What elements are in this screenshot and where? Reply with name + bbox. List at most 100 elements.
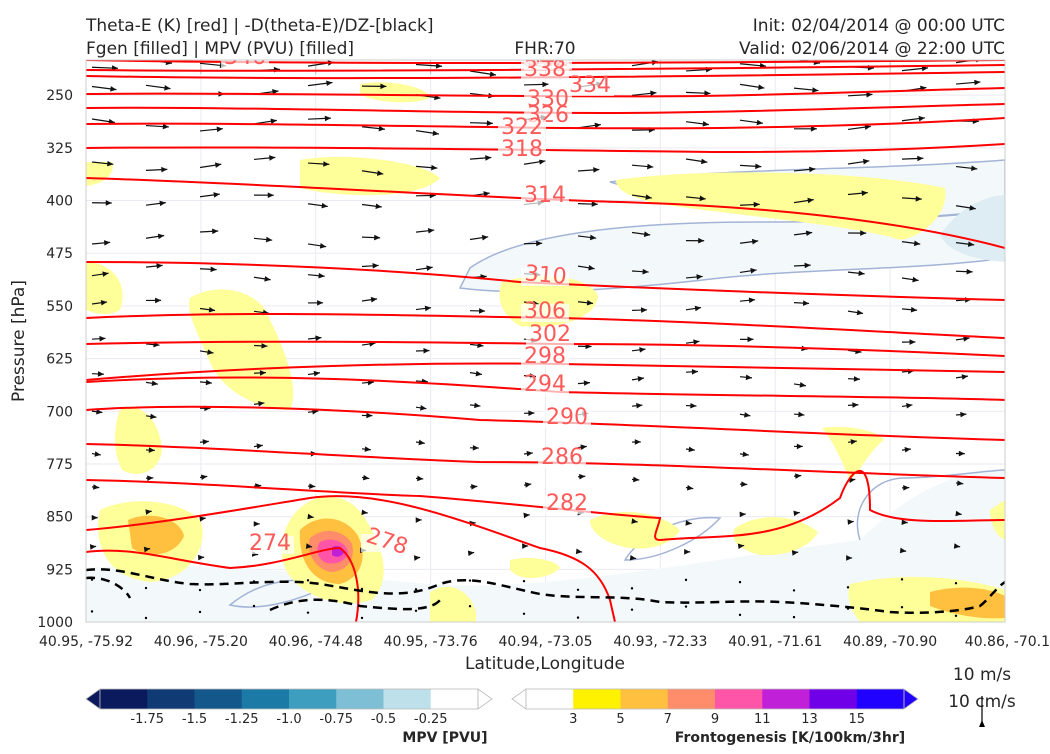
colorbar-segment [431, 689, 479, 709]
colorbar-high-extend [904, 689, 918, 709]
theta-e-label: 306 [524, 299, 566, 324]
wind-vector [739, 581, 741, 583]
theta-e-label: 282 [546, 491, 588, 516]
mpv-colorbar: -1.75-1.5-1.25-1.0-0.75-0.5-0.25 [86, 689, 492, 727]
x-tick-label: 40.95, -73.76 [384, 634, 478, 650]
y-tick-label: 700 [46, 404, 73, 420]
colorbar-segment [573, 689, 621, 709]
wind-vector [523, 580, 525, 582]
y-tick-label: 925 [46, 562, 73, 578]
x-tick-label: 40.93, -72.33 [613, 634, 707, 650]
colorbar-segment [384, 689, 432, 709]
y-tick-label: 775 [46, 457, 73, 473]
wind-vector [685, 605, 687, 607]
wind-vector [739, 614, 741, 616]
y-tick-label: 325 [46, 141, 73, 157]
colorbar-high-extend [478, 689, 492, 709]
colorbar-tick-label: 9 [711, 712, 719, 727]
theta-e-label: 338 [524, 57, 566, 82]
x-tick-label: 40.86, -70.1 [965, 634, 1050, 650]
wind-vector [469, 579, 471, 581]
wind-vector [793, 616, 795, 618]
colorbar-tick-label: 11 [754, 712, 771, 727]
y-tick-label: 475 [46, 246, 73, 262]
colorbar-segment [526, 689, 574, 709]
wind-vector [631, 587, 633, 589]
init-time: Init: 02/04/2014 @ 00:00 UTC [753, 16, 1005, 36]
wind-vector [361, 617, 363, 619]
colorbar-tick-label: -1.5 [182, 712, 207, 727]
wind-vector [793, 589, 795, 591]
theta-e-label: 298 [524, 344, 566, 369]
mpv-colorbar-label: MPV [PVU] [402, 730, 487, 746]
colorbar-segment [857, 689, 905, 709]
x-tick-label: 40.95, -75.92 [39, 634, 133, 650]
fgen-colorbar-label: Frontogenesis [K/100km/3hr] [675, 730, 905, 746]
wind-vector [145, 617, 147, 619]
y-tick-label: 1000 [37, 615, 73, 631]
y-tick-label: 625 [46, 352, 73, 368]
wind-vector [91, 610, 93, 612]
y-tick-label: 850 [46, 510, 73, 526]
x-tick-label: 40.96, -75.20 [154, 634, 248, 650]
colorbar-segment [715, 689, 763, 709]
theta-e-label: 310 [524, 261, 568, 290]
colorbar-segment [242, 689, 290, 709]
x-axis-label: Latitude,Longitude [465, 654, 625, 674]
wind-reference-key: 10 m/s 10 cm/s [948, 665, 1016, 727]
wind-vector [253, 605, 255, 607]
colorbar-segment [100, 689, 148, 709]
plot-area: 3423383343303263223183143103063022982942… [86, 45, 1005, 622]
reference-arrow-head [979, 720, 985, 727]
colorbar-segment [289, 689, 337, 709]
valid-time: Valid: 02/06/2014 @ 22:00 UTC [739, 39, 1005, 59]
colorbar-segment [762, 689, 810, 709]
colorbar-tick-label: 15 [848, 712, 865, 727]
colorbar-tick-label: -1.25 [225, 712, 259, 727]
theta-e-label: 314 [524, 183, 566, 208]
wind-reference-horizontal: 10 m/s [953, 665, 1011, 685]
colorbar-tick-label: -1.0 [276, 712, 301, 727]
theta-e-label: 290 [546, 405, 588, 430]
wind-vector [307, 579, 309, 581]
colorbar-tick-label: -1.75 [130, 712, 164, 727]
colorbar-low-extend [86, 689, 100, 709]
wind-vector [577, 589, 579, 591]
title-left-line1: Theta-E (K) [red] | -D(theta-E)/DZ-[blac… [85, 16, 434, 36]
colorbar-tick-label: 13 [801, 712, 818, 727]
x-tick-label: 40.91, -71.61 [728, 634, 822, 650]
y-axis-label: Pressure [hPa] [9, 280, 29, 402]
theta-e-label: 294 [524, 372, 566, 397]
wind-vector-head [382, 54, 388, 60]
colorbar-segment [810, 689, 858, 709]
x-tick-label: 40.94, -73.05 [498, 634, 592, 650]
wind-vector [901, 578, 903, 580]
wind-vector [955, 615, 957, 617]
wind-vector [901, 606, 903, 608]
y-tick-label: 400 [46, 194, 73, 210]
colorbar-segment [147, 689, 195, 709]
colorbar-segment [621, 689, 669, 709]
x-tick-label: 40.96, -74.48 [269, 634, 363, 650]
wind-vector [631, 608, 633, 610]
colorbar-tick-label: 7 [664, 712, 672, 727]
x-axis-ticks: 40.95, -75.92 40.96, -75.20 40.96, -74.48 4… [39, 634, 1050, 650]
colorbar-tick-label: 3 [569, 712, 577, 727]
wind-vector [199, 611, 201, 613]
wind-vector [685, 579, 687, 581]
wind-vector [469, 605, 471, 607]
colorbar-tick-label: -0.5 [371, 712, 396, 727]
theta-e-label: 334 [569, 73, 611, 98]
title-left-line2: Fgen [filled] | MPV (PVU) [filled] [86, 39, 354, 59]
wind-vector [199, 589, 201, 591]
forecast-hour: FHR:70 [514, 39, 575, 59]
wind-vector [577, 616, 579, 618]
y-tick-label: 250 [46, 88, 73, 104]
wind-vector [578, 57, 604, 59]
wind-vector [523, 613, 525, 615]
wind-vector [415, 610, 417, 612]
colorbar-segment [195, 689, 243, 709]
